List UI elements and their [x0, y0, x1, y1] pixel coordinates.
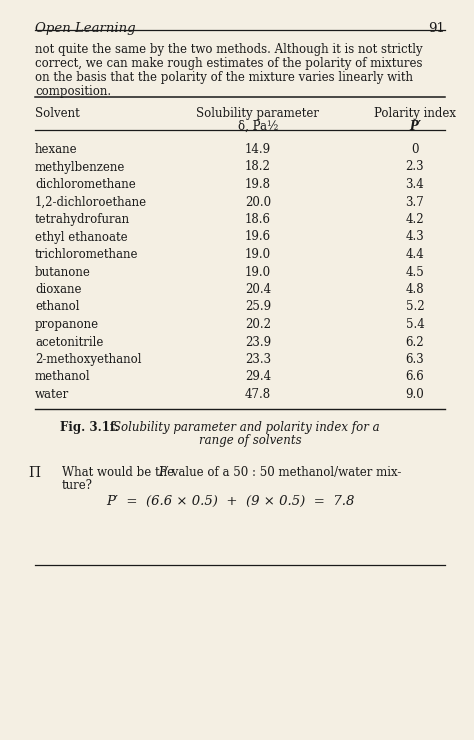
Text: 2.3: 2.3	[406, 161, 424, 173]
Text: 5.2: 5.2	[406, 300, 424, 314]
Text: P′: P′	[158, 466, 168, 479]
Text: Fig. 3.1f.: Fig. 3.1f.	[60, 421, 119, 434]
Text: water: water	[35, 388, 69, 401]
Text: acetonitrile: acetonitrile	[35, 335, 103, 349]
Text: 2-methoxyethanol: 2-methoxyethanol	[35, 353, 142, 366]
Text: 4.2: 4.2	[406, 213, 424, 226]
Text: tetrahydrofuran: tetrahydrofuran	[35, 213, 130, 226]
Text: range of solvents: range of solvents	[199, 434, 301, 447]
Text: butanone: butanone	[35, 266, 91, 278]
Text: 4.5: 4.5	[406, 266, 424, 278]
Text: 18.2: 18.2	[245, 161, 271, 173]
Text: 3.4: 3.4	[406, 178, 424, 191]
Text: 91: 91	[428, 22, 445, 35]
Text: 3.7: 3.7	[406, 195, 424, 209]
Text: 20.0: 20.0	[245, 195, 271, 209]
Text: 1,2-dichloroethane: 1,2-dichloroethane	[35, 195, 147, 209]
Text: dioxane: dioxane	[35, 283, 82, 296]
Text: propanone: propanone	[35, 318, 99, 331]
Text: 4.4: 4.4	[406, 248, 424, 261]
Text: 0: 0	[411, 143, 419, 156]
Text: 5.4: 5.4	[406, 318, 424, 331]
Text: P′  =  (6.6 × 0.5)  +  (9 × 0.5)  =  7.8: P′ = (6.6 × 0.5) + (9 × 0.5) = 7.8	[106, 495, 354, 508]
Text: 9.0: 9.0	[406, 388, 424, 401]
Text: 19.0: 19.0	[245, 248, 271, 261]
Text: ethyl ethanoate: ethyl ethanoate	[35, 230, 128, 243]
Text: correct, we can make rough estimates of the polarity of mixtures: correct, we can make rough estimates of …	[35, 57, 422, 70]
Text: What would be the: What would be the	[62, 466, 178, 479]
Text: 19.6: 19.6	[245, 230, 271, 243]
Text: on the basis that the polarity of the mixture varies linearly with: on the basis that the polarity of the mi…	[35, 71, 413, 84]
Text: 19.8: 19.8	[245, 178, 271, 191]
Text: methanol: methanol	[35, 371, 91, 383]
Text: value of a 50 : 50 methanol/water mix-: value of a 50 : 50 methanol/water mix-	[168, 466, 401, 479]
Text: 6.3: 6.3	[406, 353, 424, 366]
Text: Solubility parameter and polarity index for a: Solubility parameter and polarity index …	[113, 421, 380, 434]
Text: Solubility parameter: Solubility parameter	[197, 107, 319, 120]
Text: hexane: hexane	[35, 143, 78, 156]
Text: Solvent: Solvent	[35, 107, 80, 120]
Text: Polarity index: Polarity index	[374, 107, 456, 120]
Text: 4.8: 4.8	[406, 283, 424, 296]
Text: ture?: ture?	[62, 479, 93, 492]
Text: 29.4: 29.4	[245, 371, 271, 383]
Text: 6.2: 6.2	[406, 335, 424, 349]
Text: composition.: composition.	[35, 85, 111, 98]
Text: δ, Pa½: δ, Pa½	[238, 120, 278, 133]
Text: 47.8: 47.8	[245, 388, 271, 401]
Text: 25.9: 25.9	[245, 300, 271, 314]
Text: Open Learning: Open Learning	[35, 22, 136, 35]
Text: Π: Π	[28, 466, 40, 480]
Text: 6.6: 6.6	[406, 371, 424, 383]
Text: 14.9: 14.9	[245, 143, 271, 156]
Text: 19.0: 19.0	[245, 266, 271, 278]
Text: P′: P′	[409, 120, 421, 133]
Text: 23.9: 23.9	[245, 335, 271, 349]
Text: 4.3: 4.3	[406, 230, 424, 243]
Text: 18.6: 18.6	[245, 213, 271, 226]
Text: 20.4: 20.4	[245, 283, 271, 296]
Text: dichloromethane: dichloromethane	[35, 178, 136, 191]
Text: 23.3: 23.3	[245, 353, 271, 366]
Text: 20.2: 20.2	[245, 318, 271, 331]
Text: trichloromethane: trichloromethane	[35, 248, 138, 261]
Text: methylbenzene: methylbenzene	[35, 161, 126, 173]
Text: ethanol: ethanol	[35, 300, 80, 314]
Text: not quite the same by the two methods. Although it is not strictly: not quite the same by the two methods. A…	[35, 43, 423, 56]
